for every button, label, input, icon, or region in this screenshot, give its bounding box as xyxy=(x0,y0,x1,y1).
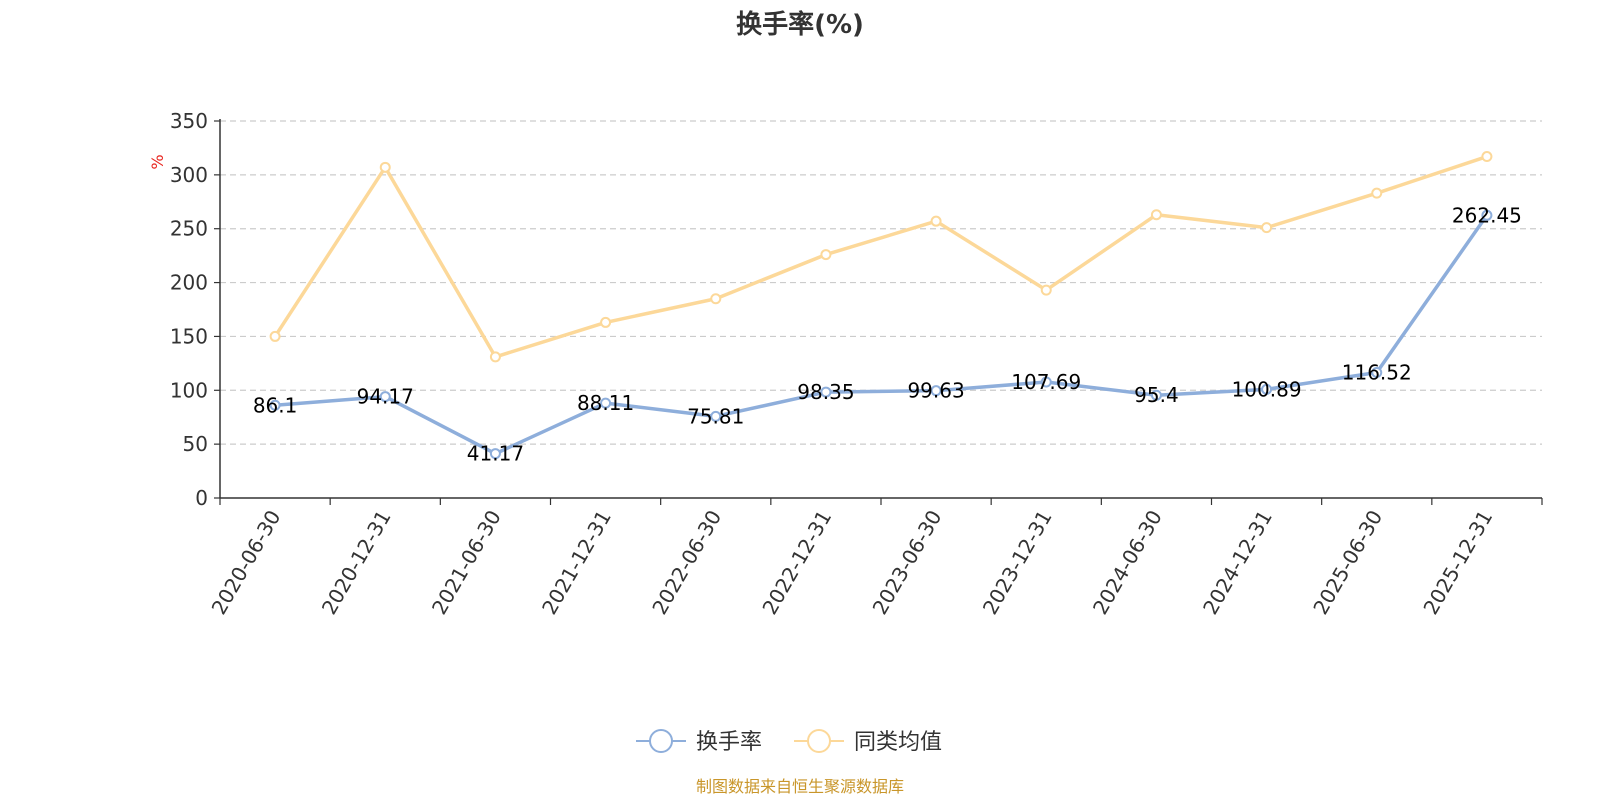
series-line-换手率 xyxy=(273,213,1489,456)
data-point xyxy=(1261,383,1273,395)
data-point xyxy=(1371,366,1383,378)
data-point xyxy=(489,351,501,363)
data-point xyxy=(1481,151,1493,163)
data-label: 41.17 xyxy=(467,442,524,466)
data-label: 88.11 xyxy=(577,391,634,415)
data-point xyxy=(930,215,942,227)
series-lines xyxy=(269,151,1493,460)
legend-swatch-circle xyxy=(807,729,831,753)
y-tick-label: 300 xyxy=(170,163,208,187)
y-tick-label: 150 xyxy=(170,324,208,348)
x-tick-label: 2022-12-31 xyxy=(757,506,836,619)
data-point xyxy=(820,249,832,261)
data-label: 95.4 xyxy=(1134,383,1179,407)
legend-item-同类均值[interactable]: 同类均值 xyxy=(794,729,942,755)
data-point xyxy=(1150,389,1162,401)
data-label: 107.69 xyxy=(1011,370,1081,394)
data-point xyxy=(1261,222,1273,234)
data-point xyxy=(1040,284,1052,296)
data-source-note: 制图数据来自恒生聚源数据库 xyxy=(696,777,904,796)
data-label: 100.89 xyxy=(1232,377,1302,401)
data-label: 86.1 xyxy=(253,393,298,417)
data-label: 94.17 xyxy=(357,385,414,409)
y-tick-label: 100 xyxy=(170,378,208,402)
chart-title: 换手率(%) xyxy=(736,9,864,40)
data-point xyxy=(820,386,832,398)
legend-item-换手率[interactable]: 换手率 xyxy=(636,729,762,755)
x-tick-label: 2025-06-30 xyxy=(1308,506,1387,619)
data-point xyxy=(710,410,722,422)
y-tick-label: 0 xyxy=(195,486,208,510)
x-tick-label: 2023-12-31 xyxy=(978,506,1057,619)
legend-label: 同类均值 xyxy=(854,730,942,755)
legend-label: 换手率 xyxy=(696,730,762,755)
x-tick-label: 2020-06-30 xyxy=(207,506,286,619)
x-tick-label: 2024-06-30 xyxy=(1088,506,1167,619)
x-tick-label: 2025-12-31 xyxy=(1418,506,1497,619)
legend[interactable]: 换手率 同类均值 xyxy=(636,729,942,755)
data-point xyxy=(1371,187,1383,199)
y-tick-label: 50 xyxy=(183,432,208,456)
x-tick-label: 2024-12-31 xyxy=(1198,506,1277,619)
data-point xyxy=(600,397,612,409)
data-point xyxy=(600,316,612,328)
x-tick-label: 2023-06-30 xyxy=(868,506,947,619)
legend-swatch-circle xyxy=(649,729,673,753)
data-point xyxy=(1481,209,1493,221)
y-tick-label: 200 xyxy=(170,271,208,295)
series-line-同类均值 xyxy=(273,154,1489,359)
y-axis-unit: % xyxy=(148,154,167,169)
data-point xyxy=(379,391,391,403)
data-label: 98.35 xyxy=(797,380,854,404)
data-point xyxy=(269,399,281,411)
data-label: 75.81 xyxy=(687,404,744,428)
y-tick-label: 250 xyxy=(170,217,208,241)
data-point xyxy=(1040,376,1052,388)
data-point xyxy=(930,385,942,397)
data-labels: 86.1 94.17 41.17 88.11 75.81 98.35 99.63 107.69… xyxy=(253,203,1522,465)
data-point xyxy=(710,293,722,305)
x-tick-label: 2022-06-30 xyxy=(647,506,726,619)
data-point xyxy=(269,330,281,342)
data-point xyxy=(489,448,501,460)
data-label: 99.63 xyxy=(907,379,964,403)
y-tick-label: 350 xyxy=(170,109,208,133)
x-tick-label: 2021-12-31 xyxy=(537,506,616,619)
x-tick-label: 2021-06-30 xyxy=(427,506,506,619)
axes: 0 50 100 150 200 250 300 350 2020-06-30 2020-12-3… xyxy=(170,109,1543,619)
grid-lines xyxy=(220,120,1542,445)
data-label: 262.45 xyxy=(1452,203,1522,227)
data-label: 116.52 xyxy=(1342,360,1412,384)
data-point xyxy=(1150,209,1162,221)
data-point xyxy=(379,161,391,173)
x-tick-label: 2020-12-31 xyxy=(317,506,396,619)
